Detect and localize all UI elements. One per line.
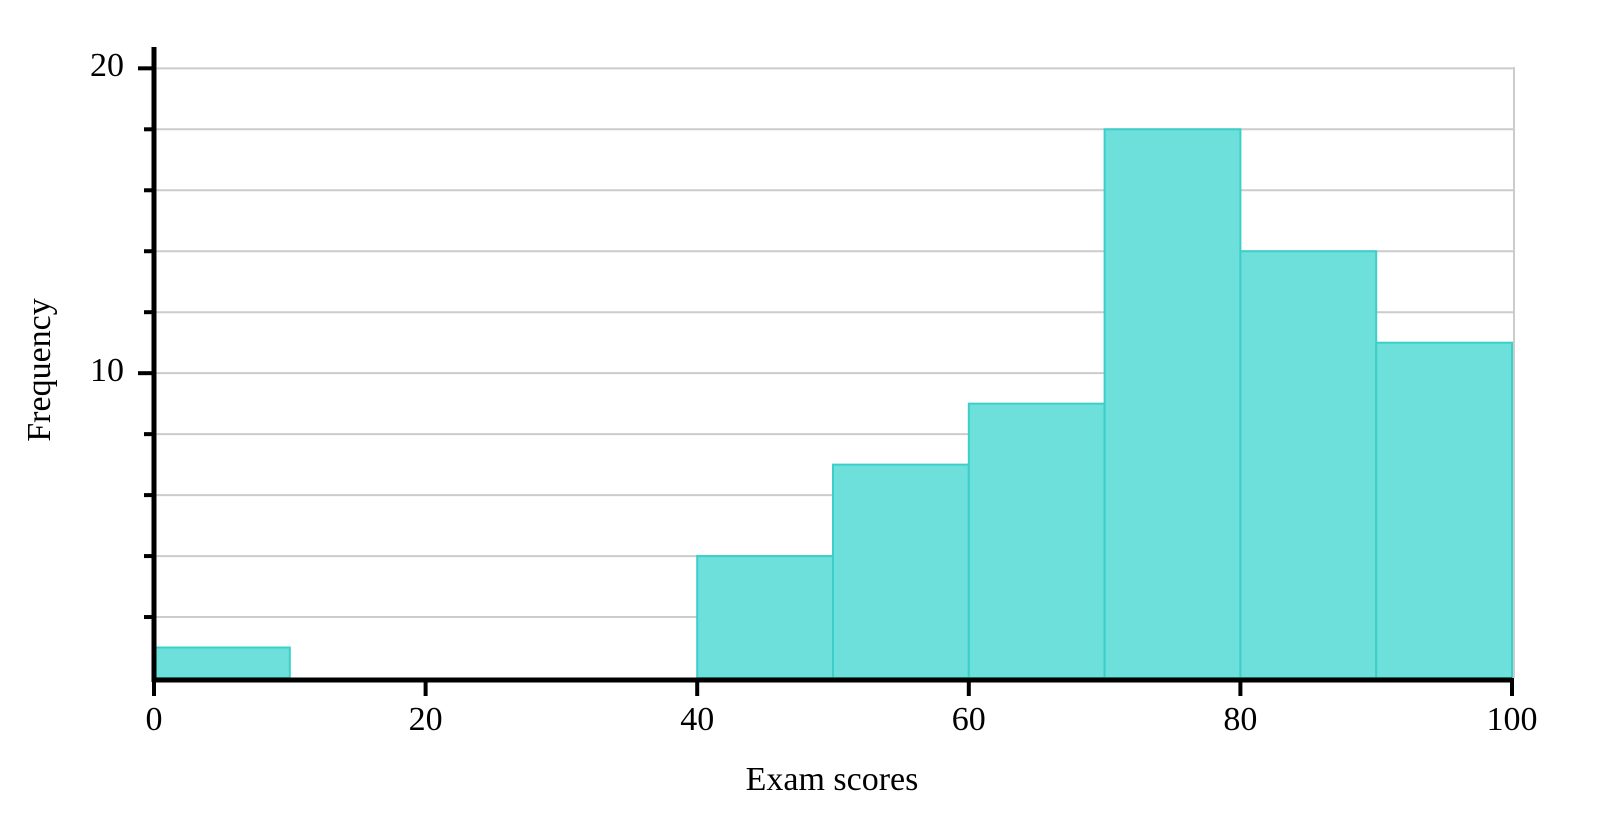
x-tick-label: 0 (146, 701, 163, 738)
x-tick-label: 40 (680, 701, 714, 738)
bar (832, 463, 970, 679)
x-tick-label: 100 (1487, 701, 1538, 738)
y-tick-label: 20 (90, 47, 124, 84)
x-tick-label: 20 (409, 701, 443, 738)
bar (1103, 128, 1242, 680)
bar (1239, 250, 1378, 679)
x-tick-label: 60 (952, 701, 986, 738)
bar (696, 555, 835, 679)
x-tick-label: 80 (1223, 701, 1257, 738)
bar (153, 646, 291, 679)
bar (967, 402, 1106, 679)
bar (1375, 341, 1513, 679)
y-axis-label: Frequency (21, 298, 58, 442)
x-axis-label: Exam scores (746, 761, 919, 798)
y-tick-label: 10 (90, 352, 124, 389)
